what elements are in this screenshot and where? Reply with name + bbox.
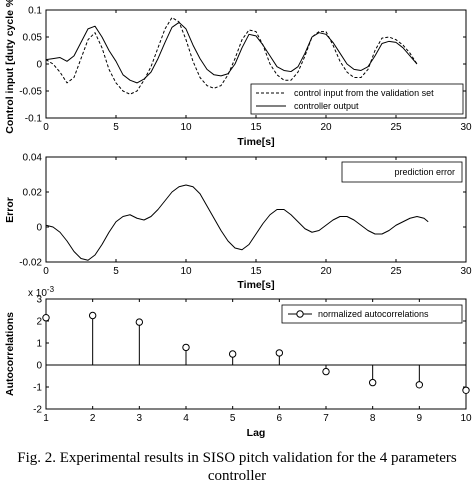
x-tick-label: 30 [460, 266, 472, 277]
y-tick-label: 0 [36, 361, 42, 372]
x-tick-label: 2 [90, 413, 96, 424]
x-axis-label: Time[s] [237, 136, 274, 148]
y-tick-labels: -0.1 -0.05 0 0.05 0.1 [19, 6, 466, 125]
y-tick-label: 1 [36, 339, 42, 350]
x-tick-label: 25 [390, 122, 402, 133]
stem-marker [88, 311, 97, 320]
legend-label: controller output [294, 101, 359, 111]
x-tick-label: 0 [43, 266, 49, 277]
x-tick-label: 5 [113, 122, 119, 133]
control-input-panel: 0 5 10 15 20 25 30 -0.1 -0.05 0 0.05 0.1 Time[s] C… [4, 0, 472, 148]
legend: normalized autocorrelations [281, 304, 463, 324]
legend-label: control input from the validation set [294, 88, 434, 98]
x-tick-label: 15 [250, 122, 262, 133]
legend-box [341, 161, 463, 183]
y-exponent-base: x 10 [28, 288, 47, 299]
legend-label: normalized autocorrelations [318, 309, 429, 319]
x-tick-label: 4 [183, 413, 189, 424]
autocorrelation-panel: 1 2 3 4 5 6 7 8 9 10 -2 -1 0 1 2 3 x 10-3 Lag Autocorr… [4, 285, 472, 439]
stem-marks [42, 311, 470, 394]
legend-box [250, 83, 464, 115]
stem-marker [322, 367, 330, 376]
x-tick-label: 3 [137, 413, 143, 424]
stem-marker [182, 343, 190, 352]
y-tick-label: -0.02 [19, 258, 42, 269]
legend: control input from the validation set co… [250, 83, 464, 115]
x-tick-label: 0 [43, 122, 49, 133]
y-tick-label: -1 [33, 383, 42, 394]
series-lines [45, 17, 418, 95]
series-line [45, 184, 429, 261]
x-tick-label: 5 [230, 413, 236, 424]
y-tick-label: 0 [36, 60, 42, 71]
x-tick-label: 10 [180, 122, 192, 133]
legend-label: prediction error [394, 167, 455, 177]
y-axis-label: Error [4, 197, 16, 223]
stem-marker [228, 350, 237, 358]
series-line [45, 21, 418, 84]
legend-box [281, 304, 463, 324]
stem-marker [415, 381, 424, 389]
legend: prediction error [341, 161, 463, 183]
x-tick-labels: 0 5 10 15 20 25 30 [43, 157, 472, 277]
y-exponent-label: x 10-3 [28, 285, 55, 299]
y-tick-label: 0 [36, 223, 42, 234]
figure-caption: Fig. 2. Experimental results in SISO pit… [17, 450, 457, 484]
x-tick-label: 8 [370, 413, 376, 424]
y-axis-label: Control input [duty cycle %] [4, 0, 16, 134]
y-tick-label: -0.05 [19, 87, 42, 98]
y-exponent-power: -3 [47, 285, 55, 294]
x-tick-label: 5 [113, 266, 119, 277]
y-tick-label: 2 [36, 317, 42, 328]
series-lines [45, 184, 429, 261]
x-tick-label: 10 [180, 266, 192, 277]
y-axis-label: Autocorrelations [4, 312, 16, 396]
series-line [45, 17, 418, 95]
x-tick-label: 6 [277, 413, 283, 424]
x-tick-label: 30 [460, 122, 472, 133]
y-tick-label: 0.05 [23, 33, 43, 44]
y-tick-label: 0.04 [23, 153, 43, 164]
stem-marker [275, 349, 284, 357]
x-tick-label: 15 [250, 266, 262, 277]
stem-marker [368, 378, 377, 387]
x-axis-label: Time[s] [237, 279, 274, 291]
y-tick-labels: -0.02 0 0.02 0.04 [19, 153, 466, 269]
legend-swatch-marker [296, 310, 304, 318]
y-tick-label: -0.1 [25, 114, 43, 125]
y-tick-label: 0.1 [28, 6, 42, 17]
y-tick-label: 0.02 [23, 188, 43, 199]
x-tick-label: 20 [320, 122, 332, 133]
x-tick-label: 20 [320, 266, 332, 277]
y-tick-label: -2 [33, 405, 42, 416]
stem-marker [42, 314, 50, 322]
x-tick-label: 25 [390, 266, 402, 277]
stem-marker [135, 318, 144, 326]
x-tick-label: 1 [43, 413, 49, 424]
x-tick-label: 10 [460, 413, 472, 424]
x-tick-label: 9 [417, 413, 423, 424]
x-axis-label: Lag [247, 427, 266, 439]
x-tick-label: 7 [323, 413, 329, 424]
x-tick-labels: 1 2 3 4 5 6 7 8 9 10 [43, 299, 472, 424]
stem-marker [462, 386, 470, 394]
x-tick-labels: 0 5 10 15 20 25 30 [43, 10, 472, 133]
y-tick-label: 3 [36, 295, 42, 306]
